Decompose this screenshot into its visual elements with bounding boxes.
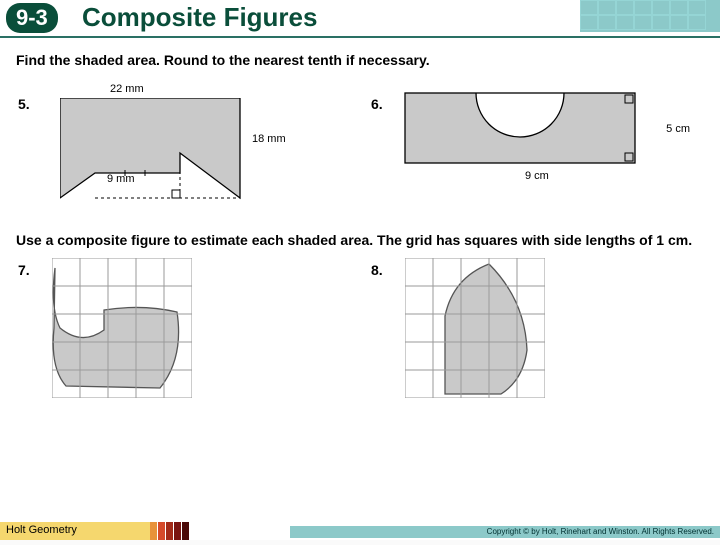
problem-7: 7. — [12, 258, 355, 398]
footer-accent — [150, 522, 208, 540]
figure-8 — [405, 258, 545, 398]
section-number-badge: 9-3 — [6, 3, 58, 33]
dimension-label: 22 mm — [110, 83, 144, 95]
problem-5: 5. 22 mm 18 mm 9 mm — [12, 78, 355, 218]
copyright-label: Copyright © by Holt, Rinehart and Winsto… — [290, 526, 720, 538]
header: 9-3 Composite Figures — [0, 0, 720, 40]
page: 9-3 Composite Figures Find the shaded ar… — [0, 0, 720, 540]
title-underline — [0, 36, 720, 38]
row-1: 5. 22 mm 18 mm 9 mm 6. — [12, 78, 708, 218]
content: Find the shaded area. Round to the neare… — [0, 44, 720, 402]
shape-7 — [52, 258, 192, 398]
figure-6: 5 cm 9 cm — [365, 78, 708, 218]
problem-8: 8. — [365, 258, 708, 398]
problem-6: 6. 5 cm 9 cm — [365, 78, 708, 218]
shape-6 — [365, 78, 665, 188]
problem-number: 8. — [371, 262, 383, 278]
publisher-label: Holt Geometry — [0, 522, 150, 540]
header-grid-decoration — [580, 0, 720, 32]
section-title: Composite Figures — [82, 2, 317, 33]
row-2: 7. 8. — [12, 258, 708, 398]
figure-7 — [52, 258, 192, 398]
shape-8 — [405, 258, 545, 398]
instruction-2: Use a composite figure to estimate each … — [16, 232, 708, 248]
footer: Holt Geometry Copyright © by Holt, Rineh… — [0, 522, 720, 540]
shape-5 — [60, 98, 260, 213]
dimension-label: 5 cm — [666, 123, 690, 135]
problem-number: 7. — [18, 262, 30, 278]
instruction-1: Find the shaded area. Round to the neare… — [16, 52, 708, 68]
figure-5: 22 mm 18 mm 9 mm — [12, 78, 355, 218]
